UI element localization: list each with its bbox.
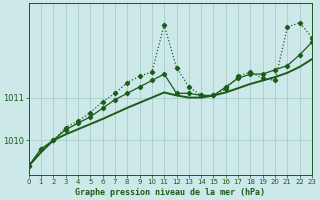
X-axis label: Graphe pression niveau de la mer (hPa): Graphe pression niveau de la mer (hPa) bbox=[76, 188, 265, 197]
